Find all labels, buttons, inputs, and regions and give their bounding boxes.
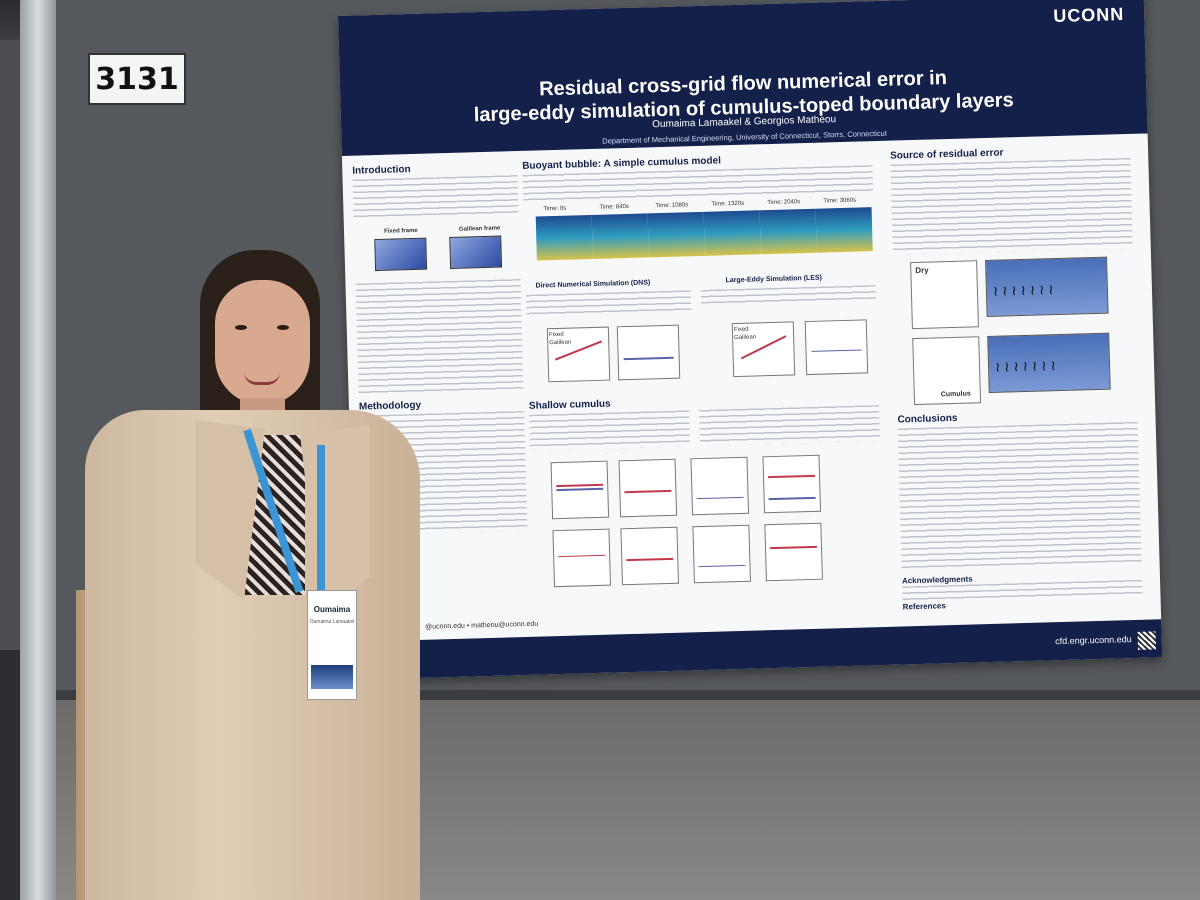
dns-legend-fixed: Fixed [548,331,564,339]
time-0: Time: 0s [543,205,567,213]
badge-name: Oumaima [313,605,351,614]
section-conclusions: Conclusions [897,412,958,426]
bubble-sim-1 [591,213,649,259]
dry-flow-image: ≀≀≀≀≀≀≀ [985,256,1109,318]
face [215,280,310,405]
cumulus-plot-7 [692,524,751,584]
bubble-sim-3 [703,210,761,256]
cumulus-plot-1 [550,460,610,520]
contact-emails: @uconn.edu • matheou@uconn.edu [425,620,539,631]
dns-text [525,290,692,317]
section-les: Large-Eddy Simulation (LES) [725,274,823,285]
poster-header: UCONN Residual cross-grid flow numerical… [338,0,1148,156]
lanyard-right [317,445,325,595]
section-introduction: Introduction [352,164,411,177]
badge-surname: Oumaima Lamaakel [309,619,355,625]
cumulus-text [529,410,691,451]
section-source-error: Source of residual error [889,147,1004,162]
cumulus-plot-3 [690,456,750,516]
dns-lwp-plot [616,324,681,381]
cumulus-plot-8 [764,522,823,582]
right-eye [277,325,289,330]
les-text [700,285,877,306]
time-2: Time: 1080s [655,202,689,210]
uconn-logo: UCONN [1053,4,1125,27]
bubble-sim-5 [815,207,873,253]
website: cfd.engr.uconn.edu [1055,634,1132,647]
metal-pole [20,0,56,900]
dns-legend-galilean: Galilean [549,339,572,347]
cumulus-plot-2 [618,458,678,518]
section-references: References [902,601,946,612]
research-poster: UCONN Residual cross-grid flow numerical… [338,0,1163,680]
time-4: Time: 2040s [767,199,801,207]
bubble-sim-4 [759,208,817,255]
fixed-frame-label: Fixed frame [383,227,418,235]
time-5: Time: 3060s [823,197,857,205]
name-badge: Oumaima Oumaima Lamaakel [307,590,357,700]
dry-label: Dry [915,265,929,275]
booth-number: 3131 [88,53,186,105]
cumulus-plot-4 [762,454,822,514]
source-error-text [890,157,1133,255]
smile [244,372,280,385]
les-legend-fixed: Fixed [733,326,749,334]
bubble-sim-2 [647,211,705,258]
galilean-frame-box [449,235,503,269]
cumulus-flow-image: ≀≀≀≀≀≀≀ [987,332,1111,393]
section-dns: Direct Numerical Simulation (DNS) [535,279,651,290]
conclusions-text [897,421,1142,569]
les-lwp-plot [804,319,869,376]
stand-base [0,650,20,900]
cumulus-label: Cumulus [940,390,971,399]
les-legend-galilean: Galilean [734,334,757,342]
cumulus-text-2 [699,405,881,447]
presenter: Oumaima Oumaima Lamaakel [75,250,425,900]
section-shallow-cumulus: Shallow cumulus [528,398,611,412]
cumulus-plot-6 [620,526,679,586]
time-3: Time: 1320s [711,200,745,208]
time-1: Time: 840s [599,203,629,211]
qr-code-icon [1137,631,1157,650]
bubble-sim-0 [535,214,593,261]
intro-text [352,175,519,220]
left-eye [235,325,247,330]
galilean-frame-label: Galilean frame [458,225,501,233]
cumulus-plot-5 [552,528,612,588]
bubble-text [522,165,874,201]
badge-graphic [311,665,353,689]
